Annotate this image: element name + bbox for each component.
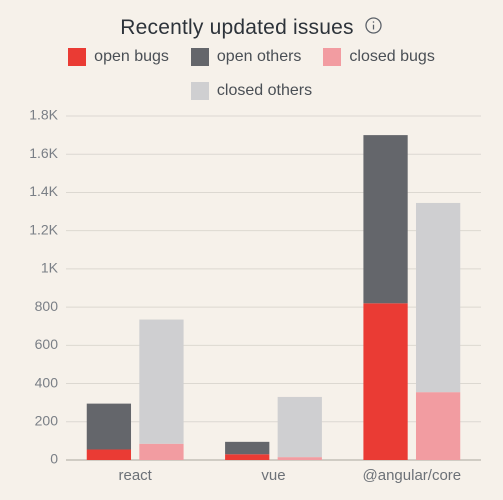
legend-swatch [323, 48, 341, 66]
y-tick-label: 200 [35, 412, 59, 428]
page-title: Recently updated issues [120, 16, 353, 40]
legend-item[interactable]: open bugs [68, 48, 169, 66]
bar-segment[interactable] [416, 392, 460, 460]
y-tick-label: 1.8K [29, 110, 58, 123]
y-tick-label: 800 [35, 298, 59, 314]
bar-segment[interactable] [278, 397, 322, 457]
bar-segment[interactable] [225, 454, 269, 460]
chart-area: 0 200 400 600 800 1K 1.2K 1.4K 1.6K 1.8K react vue @… [16, 110, 487, 490]
legend-label: open others [217, 48, 302, 66]
legend-swatch [191, 82, 209, 100]
legend-swatch [68, 48, 86, 66]
title-row: Recently updated issues [16, 16, 487, 40]
y-tick-label: 1K [41, 260, 59, 276]
bar-segment[interactable] [225, 442, 269, 454]
y-tick-label: 600 [35, 336, 59, 352]
y-tick-label: 0 [50, 451, 58, 467]
x-tick-label: vue [261, 467, 285, 484]
legend-swatch [191, 48, 209, 66]
bar-segment[interactable] [87, 404, 131, 450]
bar-segment[interactable] [87, 449, 131, 460]
chart-card: Recently updated issues open bugs open ot… [0, 0, 503, 500]
legend-label: closed bugs [349, 48, 434, 66]
legend-label: open bugs [94, 48, 169, 66]
y-tick-label: 1.4K [29, 183, 58, 199]
bar-segment[interactable] [416, 203, 460, 392]
info-icon[interactable] [364, 16, 383, 40]
y-tick-label: 1.2K [29, 221, 58, 237]
x-tick-label: react [118, 467, 152, 484]
bar-segment[interactable] [363, 303, 407, 460]
x-tick-label: @angular/core [363, 467, 462, 484]
bar-segment[interactable] [139, 320, 183, 444]
chart-svg: 0 200 400 600 800 1K 1.2K 1.4K 1.6K 1.8K react vue @… [16, 110, 487, 490]
legend-item[interactable]: closed bugs [323, 48, 434, 66]
bar-segment[interactable] [278, 457, 322, 460]
bar-segment[interactable] [139, 444, 183, 460]
y-tick-label: 1.6K [29, 145, 58, 161]
bar-segment[interactable] [363, 135, 407, 303]
legend-label: closed others [217, 82, 312, 100]
y-tick-label: 400 [35, 374, 59, 390]
legend-item[interactable]: closed others [191, 82, 312, 100]
legend-item[interactable]: open others [191, 48, 302, 66]
legend: open bugs open others closed bugs closed ot… [16, 48, 487, 100]
